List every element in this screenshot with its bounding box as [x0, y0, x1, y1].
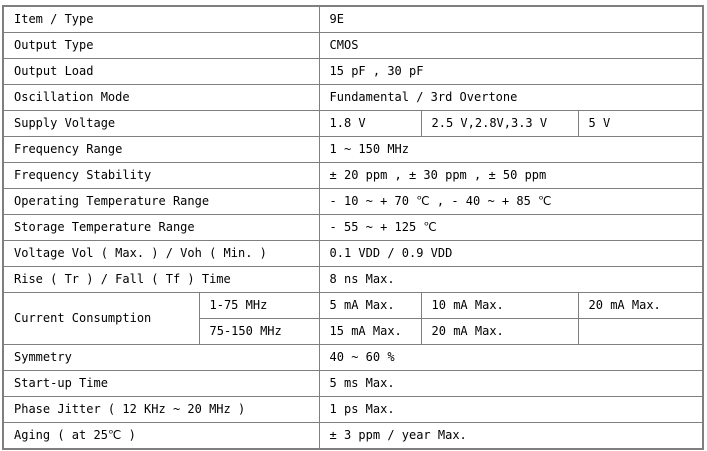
current-consumption-band2-value-3 [577, 318, 704, 345]
current-consumption-label: Current Consumption [2, 292, 200, 345]
phase-jitter-label: Phase Jitter ( 12 KHz ~ 20 MHz ) [2, 396, 320, 423]
frequency-range-value: 1 ~ 150 MHz [318, 136, 704, 163]
row-supply-voltage: Supply Voltage 1.8 V 2.5 V,2.8V,3.3 V 5 … [2, 110, 704, 137]
supply-voltage-label: Supply Voltage [2, 110, 320, 137]
row-output-load: Output Load 15 pF , 30 pF [2, 58, 704, 85]
voltage-vol-voh-value: 0.1 VDD / 0.9 VDD [318, 240, 704, 267]
symmetry-label: Symmetry [2, 344, 320, 371]
row-rise-fall-time: Rise ( Tr ) / Fall ( Tf ) Time 8 ns Max. [2, 266, 704, 293]
startup-time-label: Start-up Time [2, 370, 320, 397]
rise-fall-time-label: Rise ( Tr ) / Fall ( Tf ) Time [2, 266, 320, 293]
output-type-label: Output Type [2, 32, 320, 59]
voltage-vol-voh-label: Voltage Vol ( Max. ) / Voh ( Min. ) [2, 240, 320, 267]
row-output-type: Output Type CMOS [2, 32, 704, 59]
row-frequency-range: Frequency Range 1 ~ 150 MHz [2, 136, 704, 163]
row-item-type: Item / Type 9E [2, 5, 704, 33]
current-consumption-band1-value-2: 10 mA Max. [420, 292, 579, 319]
supply-voltage-value-2: 2.5 V,2.8V,3.3 V [420, 110, 579, 137]
row-voltage-vol-voh: Voltage Vol ( Max. ) / Voh ( Min. ) 0.1 … [2, 240, 704, 267]
row-operating-temperature-range: Operating Temperature Range - 10 ~ + 70 … [2, 188, 704, 215]
row-storage-temperature-range: Storage Temperature Range - 55 ~ + 125 ℃ [2, 214, 704, 241]
row-symmetry: Symmetry 40 ~ 60 % [2, 344, 704, 371]
supply-voltage-value-3: 5 V [577, 110, 704, 137]
current-consumption-band2-value-1: 15 mA Max. [318, 318, 422, 345]
oscillation-mode-label: Oscillation Mode [2, 84, 320, 111]
output-load-value: 15 pF , 30 pF [318, 58, 704, 85]
output-load-label: Output Load [2, 58, 320, 85]
current-consumption-band1-range: 1-75 MHz [198, 292, 320, 319]
operating-temperature-range-label: Operating Temperature Range [2, 188, 320, 215]
current-consumption-band2-value-2: 20 mA Max. [420, 318, 579, 345]
row-aging: Aging ( at 25℃ ) ± 3 ppm / year Max. [2, 422, 704, 450]
row-phase-jitter: Phase Jitter ( 12 KHz ~ 20 MHz ) 1 ps Ma… [2, 396, 704, 423]
frequency-stability-label: Frequency Stability [2, 162, 320, 189]
row-current-consumption-band1: Current Consumption 1-75 MHz 5 mA Max. 1… [2, 292, 704, 345]
item-type-value: 9E [318, 5, 704, 33]
item-type-label: Item / Type [2, 5, 320, 33]
current-consumption-band1-value-1: 5 mA Max. [318, 292, 422, 319]
output-type-value: CMOS [318, 32, 704, 59]
aging-label: Aging ( at 25℃ ) [2, 422, 320, 450]
row-current-consumption-band2: 75-150 MHz 15 mA Max. 20 mA Max. [3, 318, 704, 345]
current-consumption-band2-range: 75-150 MHz [198, 318, 320, 345]
frequency-stability-value: ± 20 ppm , ± 30 ppm , ± 50 ppm [318, 162, 704, 189]
symmetry-value: 40 ~ 60 % [318, 344, 704, 371]
rise-fall-time-value: 8 ns Max. [318, 266, 704, 293]
supply-voltage-value-1: 1.8 V [318, 110, 422, 137]
aging-value: ± 3 ppm / year Max. [318, 422, 704, 450]
frequency-range-label: Frequency Range [2, 136, 320, 163]
phase-jitter-value: 1 ps Max. [318, 396, 704, 423]
current-consumption-band1-value-3: 20 mA Max. [577, 292, 704, 319]
startup-time-value: 5 ms Max. [318, 370, 704, 397]
storage-temperature-range-label: Storage Temperature Range [2, 214, 320, 241]
oscillation-mode-value: Fundamental / 3rd Overtone [318, 84, 704, 111]
storage-temperature-range-value: - 55 ~ + 125 ℃ [318, 214, 704, 241]
row-frequency-stability: Frequency Stability ± 20 ppm , ± 30 ppm … [2, 162, 704, 189]
operating-temperature-range-value: - 10 ~ + 70 ℃ , - 40 ~ + 85 ℃ [318, 188, 704, 215]
row-oscillation-mode: Oscillation Mode Fundamental / 3rd Overt… [2, 84, 704, 111]
oscillator-spec-table: Item / Type 9E Output Type CMOS Output L… [2, 5, 705, 450]
row-startup-time: Start-up Time 5 ms Max. [2, 370, 704, 397]
